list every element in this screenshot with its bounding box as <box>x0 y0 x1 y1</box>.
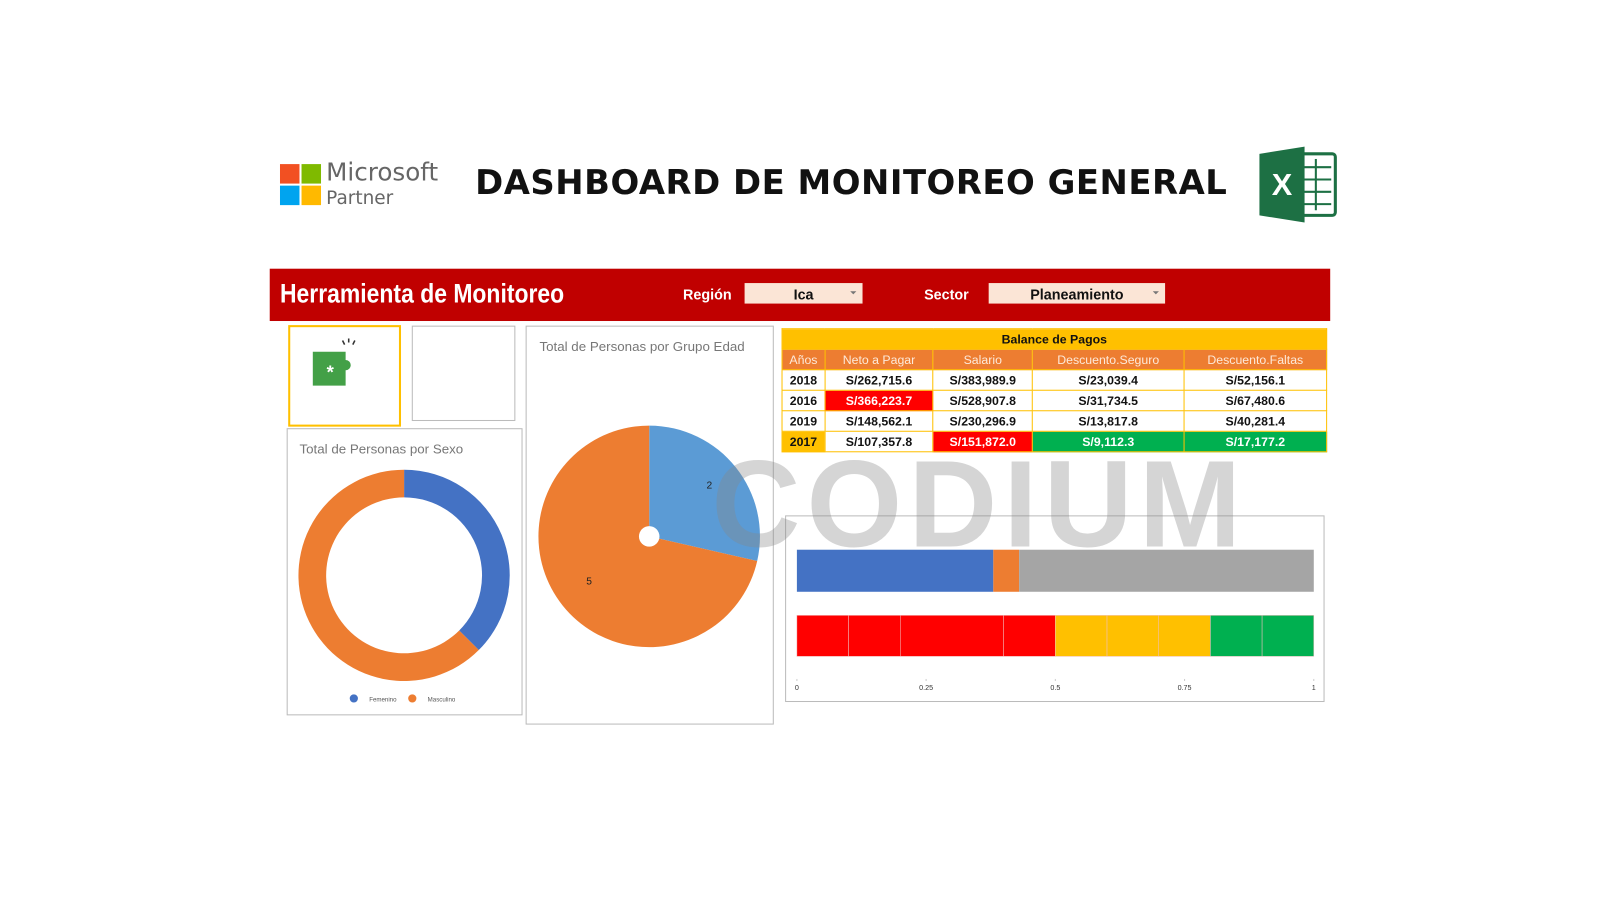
column-header: Neto a Pagar <box>824 348 934 371</box>
column-header: Salario <box>932 348 1033 371</box>
bar-segment <box>1019 549 1314 592</box>
table-cell: S/230,296.9 <box>932 410 1033 432</box>
brand-sub: Partner <box>326 187 394 210</box>
bar-segment <box>993 549 1020 592</box>
x-tick-label: 1 <box>1312 684 1316 692</box>
column-header: Descuento.Faltas <box>1183 348 1328 371</box>
bar-segment <box>796 549 994 592</box>
bar-segment <box>1106 615 1159 657</box>
table-cell: S/23,039.4 <box>1031 369 1185 391</box>
region-label: Región <box>683 286 732 303</box>
bar-segment <box>1055 615 1108 657</box>
toolbar: Herramienta de Monitoreo Región Ica Sect… <box>269 268 1331 322</box>
logo-square <box>279 185 300 206</box>
table-cell: 2018 <box>781 369 826 391</box>
table-row: 2017 S/107,357.8 S/151,872.0 S/9,112.3 S/17,… <box>781 430 1328 453</box>
table-cell: S/107,357.8 <box>824 430 934 453</box>
bar-panel <box>785 515 1325 703</box>
excel-icon: X <box>1259 146 1337 223</box>
table-cell: S/383,989.9 <box>932 369 1033 391</box>
table-cell: S/9,112.3 <box>1031 430 1185 453</box>
watermark: CODIUM <box>711 437 1247 574</box>
sector-dropdown[interactable]: Planeamiento <box>988 283 1166 304</box>
table-cell: 2019 <box>781 410 826 432</box>
table-cell: S/67,480.6 <box>1183 389 1328 412</box>
table-row: 2018 S/262,715.6 S/383,989.9 S/23,039.4 S/52… <box>781 369 1328 391</box>
bar-segment <box>1261 615 1315 657</box>
toolbar-title: Herramienta de Monitoreo <box>279 277 565 309</box>
column-header: Años <box>781 348 826 371</box>
x-tick-label: 0.25 <box>919 684 933 692</box>
x-tick-label: 0.75 <box>1178 684 1192 692</box>
logo-square <box>301 164 322 184</box>
table-cell: 2016 <box>781 389 826 412</box>
table-cell: S/366,223.7 <box>824 389 934 412</box>
table-cell: S/151,872.0 <box>932 430 1033 453</box>
pie-hole <box>638 526 660 547</box>
table-cell: S/40,281.4 <box>1183 410 1328 432</box>
x-tick-label: 0 <box>795 684 799 692</box>
table-caption-row: Balance de Pagos <box>781 328 1328 350</box>
table-title: Balance de Pagos <box>781 328 1328 350</box>
table-cell: S/17,177.2 <box>1183 430 1328 453</box>
sector-label: Sector <box>924 286 969 303</box>
charts: Total de Personas por Sexo Femenino Mascul… <box>298 339 1316 704</box>
brand: Microsoft <box>326 157 439 187</box>
chart-title: Total de Personas por Grupo Edad <box>539 339 744 354</box>
table-cell: S/13,817.8 <box>1031 410 1185 432</box>
table-cell: S/262,715.6 <box>824 369 934 391</box>
pie-slice <box>649 425 760 562</box>
table-cell: S/148,562.1 <box>824 410 934 432</box>
svg-text:*: * <box>327 361 335 382</box>
x-tick-label: 0.5 <box>1050 684 1060 692</box>
table-cell: 2017 <box>781 430 826 453</box>
svg-text:X: X <box>1272 167 1293 202</box>
table-row: 2019 S/148,562.1 S/230,296.9 S/13,817.8 S/40… <box>781 410 1328 432</box>
microsoft-logo <box>279 164 322 206</box>
logo-square <box>301 185 322 206</box>
donut-slice <box>404 469 510 651</box>
bar-segment <box>848 615 901 657</box>
region-dropdown[interactable]: Ica <box>744 283 863 304</box>
donut-panel <box>286 428 523 716</box>
legend-label: Masculino <box>428 697 456 704</box>
bar-segment <box>796 615 849 657</box>
logo-square <box>279 164 300 184</box>
table-row: 2016 S/366,223.7 S/528,907.8 S/31,734.5 S/67… <box>781 389 1328 412</box>
table-cell: S/528,907.8 <box>932 389 1033 412</box>
legend-label: Femenino <box>369 697 397 704</box>
donut-slice <box>298 469 479 681</box>
table-cell: S/31,734.5 <box>1031 389 1185 412</box>
column-header: Descuento.Seguro <box>1031 348 1185 371</box>
table-cell: S/52,156.1 <box>1183 369 1328 391</box>
balance-table: Balance de Pagos Años Neto a Pagar Salario D… <box>781 328 1328 453</box>
table-header-row: Años Neto a Pagar Salario Descuento.Seguro D… <box>781 348 1328 371</box>
bar-segment <box>1210 615 1263 657</box>
data-label: 2 <box>706 480 712 491</box>
pie-panel <box>525 325 774 725</box>
icon-box[interactable] <box>411 325 516 422</box>
page-title: DASHBOARD DE MONITOREO GENERAL <box>475 162 1228 203</box>
bar-segment <box>900 615 1004 657</box>
bar-segment <box>1158 615 1211 657</box>
chart-title: Total de Personas por Sexo <box>299 441 463 456</box>
legend-swatch <box>349 694 358 703</box>
bar-segment <box>1003 615 1056 657</box>
data-label: 5 <box>586 576 592 587</box>
legend-swatch <box>408 694 417 703</box>
plugin-icon: * <box>312 338 356 386</box>
